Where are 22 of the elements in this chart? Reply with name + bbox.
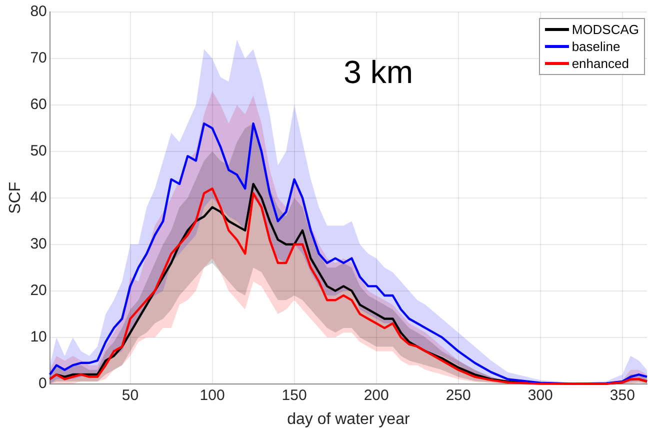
x-tick-label: 350 (610, 386, 635, 404)
y-tick-label: 10 (30, 328, 47, 346)
legend-label: baseline (572, 38, 620, 55)
x-tick-label: 150 (282, 386, 307, 404)
y-tick-label: 60 (30, 96, 47, 114)
x-tick-label: 250 (446, 386, 471, 404)
legend-label: MODSCAG (572, 21, 639, 38)
x-tick-label: 200 (364, 386, 389, 404)
legend-label: enhanced (572, 55, 629, 72)
y-tick-label: 40 (30, 189, 47, 206)
y-tick-label: 70 (30, 50, 47, 67)
y-tick-label: 30 (30, 236, 47, 253)
x-axis-title: day of water year (287, 410, 410, 428)
y-tick-label: 50 (30, 142, 47, 160)
x-tick-label: 300 (528, 386, 553, 404)
y-tick-label: 0 (38, 374, 47, 392)
y-axis-title: SCF (7, 182, 24, 214)
x-tick-label: 100 (200, 386, 225, 404)
y-tick-label: 20 (30, 282, 47, 299)
annotation: 3 km (344, 54, 413, 90)
y-tick-label: 80 (30, 3, 47, 20)
x-tick-label: 50 (122, 386, 139, 404)
